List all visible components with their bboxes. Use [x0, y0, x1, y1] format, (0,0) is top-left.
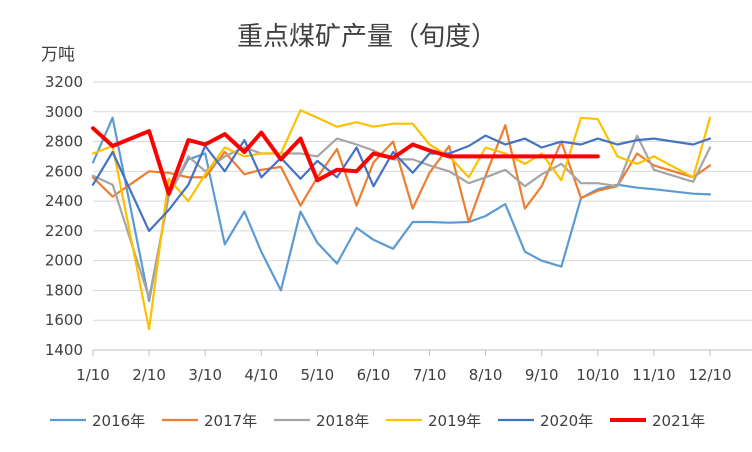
x-tick-label: 7/10: [413, 366, 447, 384]
y-tick-label: 2000: [45, 252, 83, 270]
y-tick-label: 3000: [45, 103, 83, 121]
x-tick-label: 8/10: [469, 366, 503, 384]
legend: 2016年 2017年 2018年 2019年 2020年 2021年: [50, 412, 705, 430]
series-lines: [91, 109, 712, 331]
series-line-2: [91, 124, 712, 224]
y-tick-label: 2400: [45, 192, 83, 210]
x-tick-label: 1/10: [76, 366, 110, 384]
legend-label: 2016年: [92, 412, 145, 430]
x-tick-label: 12/10: [688, 366, 731, 384]
x-tick-label: 5/10: [301, 366, 335, 384]
x-tick-label: 6/10: [357, 366, 391, 384]
y-tick-label: 2800: [45, 133, 83, 151]
x-tick-label: 11/10: [632, 366, 675, 384]
y-tick-label: 3200: [45, 73, 83, 91]
series-line-5: [91, 134, 712, 232]
legend-label: 2021年: [652, 412, 705, 430]
y-tick-label: 1600: [45, 311, 83, 329]
legend-label: 2018年: [316, 412, 369, 430]
chart-title: 重点煤矿产量（旬度）: [237, 22, 497, 52]
y-axis-unit-label: 万吨: [41, 45, 75, 65]
series-line-4: [91, 109, 712, 331]
gridlines: [93, 81, 752, 321]
axes: 1400 1600 1800 2000 2200 2400 2600 2800 3000 3200…: [45, 73, 752, 384]
y-tick-label: 2200: [45, 222, 83, 240]
legend-label: 2017年: [204, 412, 257, 430]
x-tick-label: 10/10: [576, 366, 619, 384]
legend-label: 2020年: [540, 412, 593, 430]
legend-label: 2019年: [428, 412, 481, 430]
x-tick-label: 9/10: [525, 366, 559, 384]
x-tick-label: 4/10: [244, 366, 278, 384]
y-tick-label: 1400: [45, 341, 83, 359]
y-tick-label: 1800: [45, 281, 83, 299]
series-line-6: [91, 126, 600, 196]
y-tick-label: 2600: [45, 162, 83, 180]
x-tick-label: 2/10: [132, 366, 166, 384]
x-tick-label: 3/10: [188, 366, 222, 384]
